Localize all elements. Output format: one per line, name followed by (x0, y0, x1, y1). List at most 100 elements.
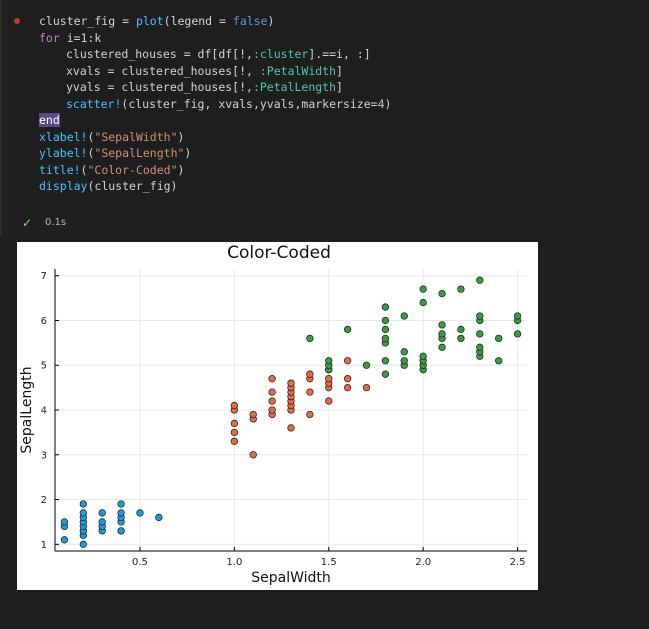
data-point-series-3 (419, 352, 427, 360)
code-token: ( (80, 162, 88, 177)
data-point-series-2 (325, 375, 333, 383)
code-token: yvals = clustered_houses[!, (66, 80, 253, 94)
x-tick-label: 1.5 (321, 557, 337, 568)
data-point-series-2 (306, 370, 314, 378)
code-token: cluster_fig = (39, 14, 136, 28)
code-token: ) (267, 14, 275, 28)
data-point-series-2 (325, 397, 333, 405)
data-point-series-2 (287, 424, 295, 432)
data-point-series-1 (117, 527, 125, 535)
data-point-series-3 (495, 334, 503, 343)
code-token: i=1:k (59, 30, 102, 45)
data-point-series-1 (60, 518, 69, 526)
data-point-series-1 (155, 513, 163, 522)
data-point-series-3 (381, 370, 390, 378)
data-point-series-3 (362, 361, 371, 369)
code-line[interactable]: for i=1:k (39, 30, 391, 47)
x-tick-label: 2.0 (415, 557, 431, 568)
code-editor[interactable] (18, 5, 649, 211)
data-point-series-3 (513, 312, 522, 320)
data-point-series-3 (381, 303, 390, 311)
data-point-series-3 (438, 343, 446, 351)
data-point-series-3 (343, 325, 352, 334)
code-line[interactable]: xlabel!("SepalWidth") (39, 129, 391, 146)
data-point-series-2 (230, 419, 239, 428)
data-point-series-1 (136, 509, 144, 517)
code-token: :cluster (252, 47, 309, 61)
code-line[interactable]: ylabel!("SepalLength") (39, 145, 391, 162)
code-line[interactable]: display(cluster_fig) (39, 178, 391, 195)
data-point-series-2 (343, 357, 352, 365)
code-line[interactable]: scatter!(cluster_fig, xvals,yvals,marker… (39, 96, 391, 113)
code-token: end (39, 113, 60, 127)
code-token: (cluster_fig) (87, 179, 178, 193)
code-token: ( (87, 146, 95, 160)
data-point-series-3 (495, 357, 503, 365)
data-point-series-2 (230, 401, 239, 410)
code-token: xvals = clustered_houses[!, (66, 63, 260, 78)
code-token: ) (177, 129, 185, 144)
execution-time: 0.1s (45, 217, 67, 228)
data-point-series-3 (476, 330, 484, 338)
code-token: display (39, 179, 88, 193)
data-point-series-3 (513, 330, 522, 338)
y-tick-label: 2 (41, 495, 47, 506)
data-point-series-3 (400, 312, 408, 320)
y-tick-label: 1 (41, 540, 47, 551)
breakpoint-dot-icon[interactable] (14, 18, 20, 24)
x-tick-label: 1.0 (226, 557, 242, 568)
plot-output: 0.5 1.0 1.5 2.0 2.5 1 2 3 4 5 6 7 Color-Coded SepalWi… (17, 242, 538, 590)
code-token: xlabel! (39, 129, 88, 144)
data-point-series-1 (117, 509, 125, 517)
y-axis-label: SepalLength (19, 366, 35, 453)
code-token: ].==i, :] (308, 47, 371, 61)
code-token: :PetalWidth (259, 63, 337, 78)
data-point-series-3 (400, 348, 408, 356)
code-line[interactable]: cluster_fig = plot(legend = false) (39, 13, 391, 30)
data-point-series-3 (438, 330, 446, 338)
data-point-series-1 (79, 509, 87, 517)
x-tick-label: 2.5 (510, 557, 526, 568)
data-point-series-3 (457, 325, 465, 334)
data-point-series-1 (117, 500, 125, 508)
notebook-cell: cluster_fig = plot(legend = false) for i=… (0, 0, 649, 236)
code-line[interactable]: clustered_houses = df[df[!,:cluster].==i… (39, 46, 391, 63)
code-line[interactable]: yvals = clustered_houses[!,:PetalLength] (39, 79, 391, 96)
data-point-series-3 (457, 285, 465, 293)
cell-focus-border (0, 0, 2, 236)
data-point-series-1 (98, 518, 106, 526)
data-point-series-2 (306, 388, 314, 396)
data-point-series-3 (325, 357, 333, 365)
code-token: false (232, 14, 268, 28)
code-token: "SepalLength" (94, 146, 185, 160)
code-token: ] (336, 63, 343, 78)
code-token: clustered_houses = df[df[!, (66, 47, 253, 61)
data-point-series-3 (419, 298, 427, 307)
y-tick-label: 7 (41, 271, 47, 282)
data-point-series-2 (230, 428, 239, 437)
data-point-series-2 (268, 406, 276, 414)
code-token: "SepalWidth" (94, 129, 178, 144)
code-token: (legend = (163, 14, 233, 28)
data-point-series-3 (400, 357, 408, 365)
code-token: ( (87, 129, 95, 144)
code-token: ) (184, 146, 192, 160)
code-line[interactable]: title!("Color-Coded") (39, 162, 391, 179)
data-point-series-1 (79, 500, 87, 508)
y-tick-label: 6 (41, 316, 47, 327)
code-line[interactable]: end (39, 112, 391, 129)
data-point-series-2 (249, 410, 257, 419)
code-token: title! (39, 162, 81, 177)
y-tick-label: 5 (41, 361, 47, 372)
data-point-series-3 (438, 289, 446, 298)
data-point-series-2 (268, 388, 276, 396)
code-token: for (39, 30, 60, 45)
code-token: (cluster_fig, xvals,yvals,markersize= (121, 96, 378, 111)
code-token: plot (135, 14, 164, 28)
code-token: scatter! (66, 96, 122, 111)
data-point-series-2 (249, 451, 257, 459)
code-block[interactable]: cluster_fig = plot(legend = false) for i=… (39, 13, 391, 195)
data-point-series-3 (381, 316, 390, 325)
data-point-series-2 (343, 375, 352, 383)
code-line[interactable]: xvals = clustered_houses[!, :PetalWidth] (39, 63, 391, 80)
